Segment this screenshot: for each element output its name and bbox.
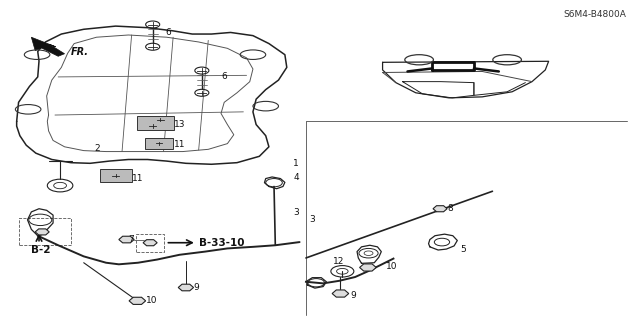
Text: 6: 6 bbox=[166, 28, 172, 37]
Text: 3: 3 bbox=[293, 208, 299, 217]
Text: B-33-10: B-33-10 bbox=[198, 238, 244, 248]
Text: 13: 13 bbox=[174, 120, 186, 129]
Text: 9: 9 bbox=[351, 291, 356, 300]
Text: 6: 6 bbox=[221, 72, 227, 81]
Text: 8: 8 bbox=[448, 204, 454, 213]
FancyBboxPatch shape bbox=[100, 169, 132, 182]
Polygon shape bbox=[332, 290, 349, 297]
FancyBboxPatch shape bbox=[137, 116, 174, 130]
Polygon shape bbox=[129, 297, 146, 304]
FancyBboxPatch shape bbox=[145, 137, 173, 149]
Text: 2: 2 bbox=[95, 144, 100, 153]
Text: 1: 1 bbox=[293, 159, 299, 168]
Text: 3: 3 bbox=[309, 215, 315, 224]
Text: 10: 10 bbox=[386, 262, 397, 271]
Text: 5: 5 bbox=[461, 245, 467, 254]
Polygon shape bbox=[360, 264, 376, 271]
Text: 10: 10 bbox=[147, 296, 158, 305]
Polygon shape bbox=[35, 229, 49, 235]
Text: 7: 7 bbox=[129, 235, 134, 244]
Text: FR.: FR. bbox=[71, 48, 89, 57]
Polygon shape bbox=[143, 240, 157, 246]
Polygon shape bbox=[178, 284, 193, 291]
Text: B-2: B-2 bbox=[31, 245, 51, 255]
Text: 11: 11 bbox=[132, 174, 143, 183]
Polygon shape bbox=[433, 206, 447, 212]
Polygon shape bbox=[31, 37, 65, 56]
Polygon shape bbox=[119, 236, 134, 243]
Text: 4: 4 bbox=[293, 174, 299, 182]
Text: 11: 11 bbox=[174, 140, 186, 149]
Text: 9: 9 bbox=[193, 283, 199, 292]
Text: 12: 12 bbox=[333, 257, 344, 266]
Text: S6M4-B4800A: S6M4-B4800A bbox=[564, 10, 627, 19]
